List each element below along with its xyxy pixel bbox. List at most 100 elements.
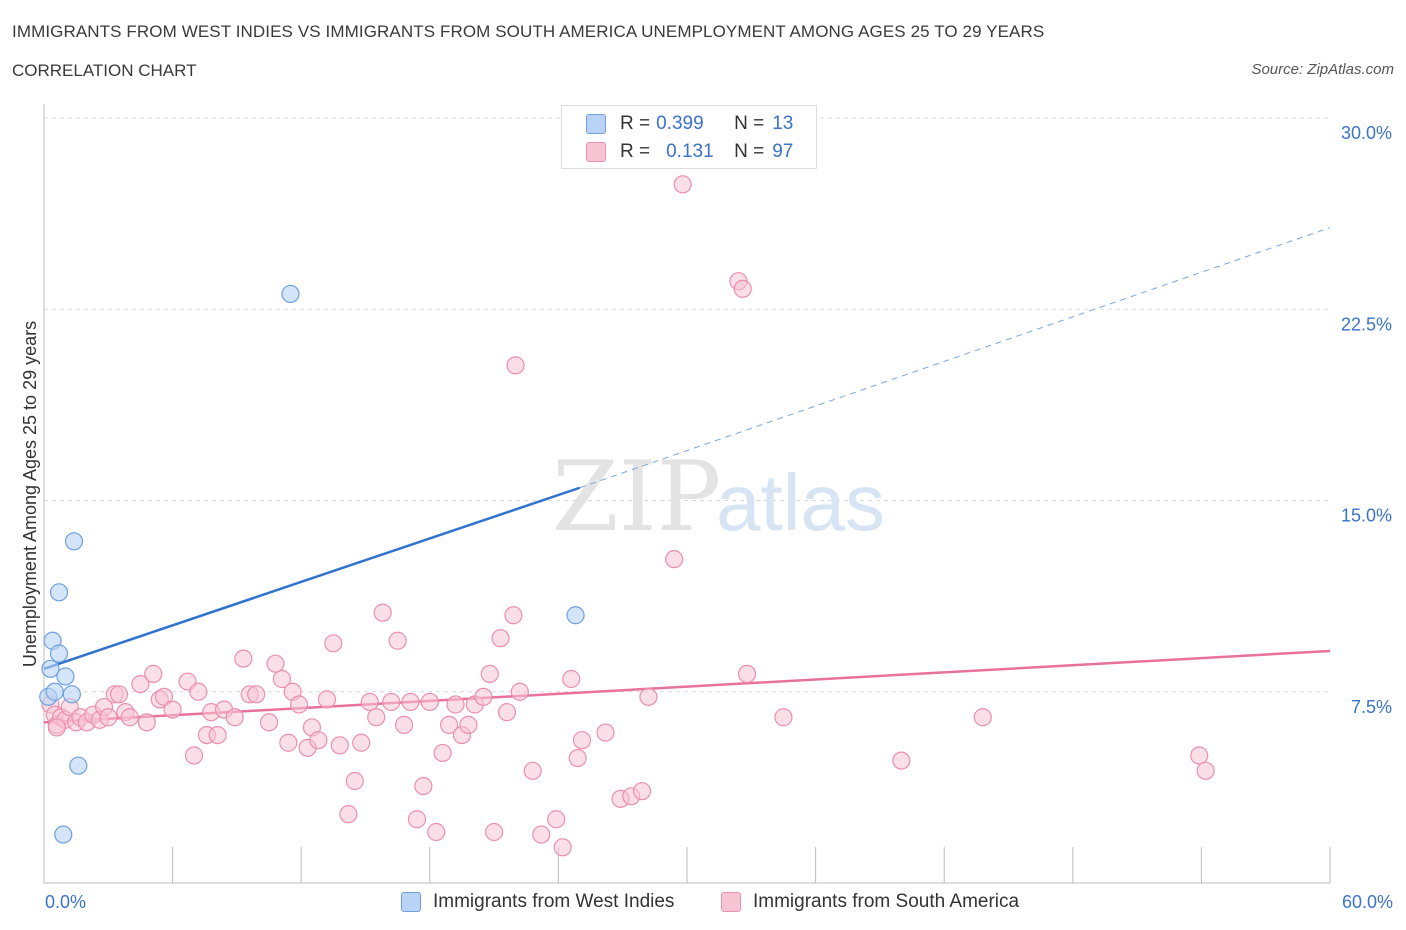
data-point-south-america [144, 664, 163, 684]
data-point-south-america [568, 748, 587, 768]
data-point-south-america [373, 603, 392, 622]
x-tick-label: 60.0% [1342, 892, 1393, 912]
data-point-south-america [497, 703, 517, 722]
y-tick-label: 22.5% [1341, 314, 1392, 334]
data-point-south-america [446, 695, 465, 714]
data-point-south-america [247, 685, 266, 704]
data-point-south-america [154, 687, 174, 706]
data-point-south-america [339, 805, 358, 824]
series-south-america [41, 175, 1215, 857]
data-point-west-indies [49, 583, 69, 602]
data-point-south-america [234, 649, 253, 668]
data-point-west-indies [69, 756, 88, 775]
data-point-south-america [352, 733, 371, 752]
data-point-south-america [345, 771, 364, 791]
data-point-south-america [388, 631, 407, 650]
trend-line-south-america [43, 649, 1331, 724]
data-point-west-indies [54, 825, 73, 844]
data-point-south-america [665, 550, 684, 569]
data-point-west-indies [49, 644, 69, 663]
y-axis-label: Unemployment Among Ages 25 to 29 years [20, 321, 40, 667]
data-point-south-america [109, 685, 129, 704]
legend-r-value: 0.399 [656, 113, 704, 134]
axes [43, 104, 1331, 884]
bottom-legend-label: Immigrants from West Indies [433, 891, 675, 912]
data-point-west-indies [41, 659, 60, 678]
data-point-south-america [407, 810, 427, 829]
data-point-south-america [433, 743, 452, 763]
data-point-west-indies [45, 682, 64, 701]
bottom-legend-swatch-blue [401, 892, 421, 912]
data-point-south-america [131, 674, 150, 694]
data-point-south-america [367, 708, 386, 727]
data-point-south-america [266, 654, 285, 673]
data-point-south-america [414, 776, 433, 796]
tick-labels: 7.5% 15.0% 22.5% 30.0% 0.0% 60.0% [45, 123, 1393, 912]
watermark-atlas: atlas [716, 458, 885, 547]
legend-n-label: N = [734, 113, 765, 134]
watermark: ZIP atlas [552, 441, 885, 553]
chart-title: IMMIGRANTS FROM WEST INDIES VS IMMIGRANT… [12, 22, 1045, 41]
data-point-south-america [330, 736, 349, 755]
y-tick-label: 30.0% [1341, 123, 1392, 143]
legend-n-label: N = [734, 141, 765, 162]
data-point-south-america [360, 692, 379, 712]
legend-r-label: R = [620, 113, 651, 134]
legend-n-value: 13 [772, 113, 794, 134]
trend-lines [43, 227, 1331, 724]
data-point-south-america [137, 713, 156, 732]
data-point-south-america [120, 708, 139, 727]
data-point-south-america [596, 723, 615, 742]
data-point-south-america [272, 669, 292, 689]
data-point-south-america [523, 761, 542, 780]
data-point-south-america [1190, 746, 1209, 765]
data-point-south-america [510, 682, 529, 701]
data-point-south-america [439, 715, 459, 735]
chart-subtitle: CORRELATION CHART [12, 61, 197, 80]
data-point-south-america [532, 825, 551, 844]
grid-lines [44, 117, 1330, 693]
data-point-south-america [485, 822, 504, 842]
data-point-south-america [504, 606, 523, 625]
data-point-south-america [47, 718, 66, 737]
data-point-west-indies [566, 606, 585, 625]
data-point-south-america [1196, 761, 1215, 780]
data-point-west-indies [281, 284, 300, 304]
legend-row-west-indies: R = 0.399 N = 13 [586, 112, 793, 136]
data-point-south-america [733, 279, 752, 298]
legend: R = 0.399 N = 13 R = 0.131 N = 97 [561, 105, 817, 169]
bottom-legend-west-indies: Immigrants from West Indies [401, 889, 674, 915]
legend-swatch-pink [586, 142, 606, 162]
legend-n-value: 97 [772, 141, 794, 162]
data-point-south-america [289, 695, 309, 714]
data-point-south-america [774, 708, 793, 727]
data-point-south-america [208, 725, 227, 745]
legend-r-label: R = [620, 141, 651, 162]
data-point-south-america [562, 669, 581, 689]
data-point-south-america [506, 356, 525, 375]
watermark-zip: ZIP [552, 441, 721, 553]
series-west-indies [39, 284, 585, 844]
data-point-west-indies [56, 667, 75, 686]
trend-line-west-indies [43, 486, 581, 670]
data-point-south-america [401, 692, 420, 712]
data-point-south-america [259, 713, 279, 732]
y-tick-label: 7.5% [1351, 697, 1392, 717]
data-point-south-america [973, 708, 992, 727]
data-point-south-america [491, 629, 510, 648]
x-tick-label: 0.0% [45, 892, 86, 912]
legend-row-south-america: R = 0.131 N = 97 [586, 140, 793, 164]
data-point-south-america [480, 664, 499, 684]
data-point-south-america [639, 687, 658, 706]
data-point-south-america [459, 715, 478, 735]
data-point-south-america [420, 692, 439, 712]
data-point-south-america [163, 700, 182, 719]
bottom-legend-south-america: Immigrants from South America [721, 889, 1019, 915]
data-point-south-america [184, 746, 204, 765]
data-point-south-america [673, 175, 692, 194]
data-point-south-america [474, 687, 493, 706]
data-point-south-america [547, 810, 566, 829]
trend-line-west-indies-extension [579, 227, 1331, 489]
data-point-south-america [189, 682, 208, 701]
data-point-south-america [317, 690, 337, 709]
